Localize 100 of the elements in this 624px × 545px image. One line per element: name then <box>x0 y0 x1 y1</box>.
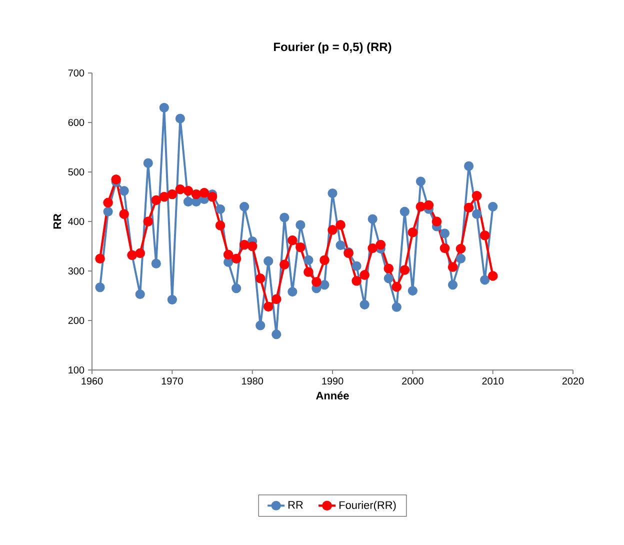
point <box>480 230 490 240</box>
point <box>288 235 298 246</box>
point <box>215 204 226 214</box>
y-tick-label: 500 <box>68 168 84 176</box>
point <box>143 216 154 226</box>
chart-title: Fourier (p = 0,5) (RR) <box>274 42 392 54</box>
point <box>464 202 474 213</box>
point <box>320 280 330 290</box>
point <box>167 189 178 200</box>
point <box>464 161 474 171</box>
x-tick-label: 2020 <box>562 378 584 385</box>
point <box>183 196 194 206</box>
point <box>296 220 306 230</box>
point <box>232 284 242 294</box>
point <box>272 330 282 340</box>
point <box>280 260 290 270</box>
point <box>175 114 185 124</box>
point <box>456 254 466 264</box>
point <box>247 241 258 252</box>
point <box>448 280 458 290</box>
point <box>167 294 177 304</box>
point <box>191 189 202 200</box>
point <box>384 264 394 274</box>
point <box>151 258 161 268</box>
point <box>448 262 458 272</box>
point <box>312 276 322 287</box>
point <box>119 186 129 196</box>
point <box>119 209 129 219</box>
point <box>215 220 226 230</box>
x-tick-label: 1970 <box>162 378 183 385</box>
point <box>400 265 410 275</box>
point <box>199 188 210 198</box>
point <box>328 225 338 235</box>
point <box>231 254 242 264</box>
point <box>159 102 169 112</box>
point <box>288 286 298 297</box>
point <box>296 242 306 252</box>
point <box>368 243 378 254</box>
x-tick-label: 2010 <box>482 378 504 385</box>
point <box>304 267 314 277</box>
point <box>103 206 113 216</box>
point <box>352 261 362 271</box>
point <box>328 188 338 198</box>
point <box>320 255 330 265</box>
point <box>135 289 145 300</box>
point <box>95 282 105 292</box>
point <box>432 216 442 226</box>
point <box>135 248 146 258</box>
x-tick-label: 1960 <box>82 378 103 385</box>
point <box>360 270 370 280</box>
point <box>376 240 386 250</box>
point <box>472 209 482 219</box>
point <box>271 294 282 304</box>
point <box>95 254 105 264</box>
point <box>336 220 346 230</box>
point <box>304 255 314 265</box>
x-tick-label: 1980 <box>242 378 264 385</box>
point <box>336 240 346 250</box>
point <box>256 320 266 330</box>
point <box>280 212 290 222</box>
point <box>456 244 466 254</box>
y-tick-label: 300 <box>68 267 84 275</box>
point <box>392 282 402 292</box>
y-axis-title: RR <box>53 214 62 229</box>
point <box>416 176 426 186</box>
point <box>159 192 170 202</box>
legend-label: RR <box>288 501 303 509</box>
point <box>440 243 450 254</box>
point <box>223 250 234 260</box>
point <box>240 202 250 212</box>
point <box>263 302 274 312</box>
x-tick-label: 2000 <box>402 378 424 385</box>
x-axis-title: Année <box>316 391 349 400</box>
y-tick-label: 200 <box>68 316 84 324</box>
point <box>480 275 490 285</box>
point <box>368 214 378 224</box>
point <box>183 186 194 196</box>
point <box>392 302 402 312</box>
y-tick-label: 700 <box>68 69 84 77</box>
point <box>440 228 450 238</box>
point <box>408 227 418 238</box>
point <box>488 202 498 212</box>
point <box>151 195 162 206</box>
point <box>175 184 186 194</box>
legend-label: Fourier(RR) <box>340 500 396 512</box>
point <box>408 286 418 296</box>
point <box>143 158 153 168</box>
point <box>103 198 113 208</box>
point <box>472 190 482 201</box>
point <box>239 240 250 250</box>
y-tick-label: 400 <box>68 218 84 226</box>
point <box>264 256 274 266</box>
point <box>360 300 370 310</box>
point <box>352 276 362 286</box>
point <box>111 174 121 184</box>
y-tick-label: 100 <box>68 366 84 374</box>
point <box>416 202 426 212</box>
point <box>424 200 434 210</box>
point <box>400 206 410 216</box>
y-tick-label: 600 <box>68 118 84 126</box>
